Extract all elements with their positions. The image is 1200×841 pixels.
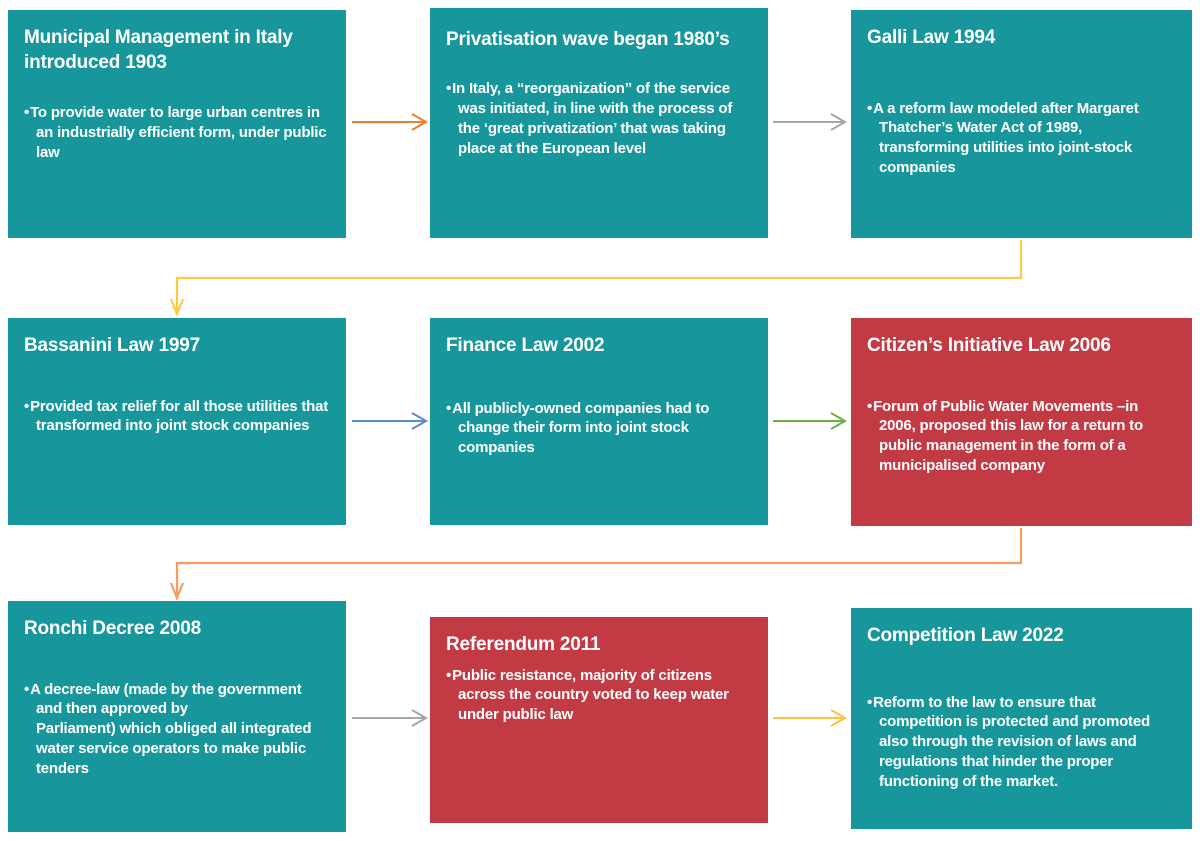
box-body: •Reform to the law to ensure that compet… xyxy=(867,693,1176,792)
box-body: •All publicly-owned companies had to cha… xyxy=(446,399,752,458)
arrow-1980s-to-1994 xyxy=(773,113,848,131)
box-bassanini-law-1997: Bassanini Law 1997 •Provided tax relief … xyxy=(8,318,346,525)
box-body-text: Public resistance, majority of citizens … xyxy=(452,666,729,724)
box-title: Ronchi Decree 2008 xyxy=(24,618,201,639)
bullet-marker: • xyxy=(24,104,30,122)
arrow-1903-to-1980s xyxy=(352,113,429,131)
box-finance-law-2002: Finance Law 2002 •All publicly-owned com… xyxy=(430,318,768,525)
box-title: Finance Law 2002 xyxy=(446,335,605,356)
elbow-arrow-2006-to-2008 xyxy=(169,528,1023,601)
box-galli-law-1994: Galli Law 1994 •A a reform law modeled a… xyxy=(851,10,1192,238)
box-title: Bassanini Law 1997 xyxy=(24,335,200,356)
bullet-marker: • xyxy=(867,693,873,711)
box-privatisation-wave-1980s: Privatisation wave began 1980’s •In Ital… xyxy=(430,8,768,238)
box-title: Privatisation wave began 1980’s xyxy=(446,29,730,50)
box-citizens-initiative-law-2006: Citizen’s Initiative Law 2006 •Forum of … xyxy=(851,318,1192,526)
bullet-marker: • xyxy=(446,80,452,98)
box-body-text: To provide water to large urban centres … xyxy=(30,104,327,161)
bullet-marker: • xyxy=(867,99,873,117)
box-body: •A a reform law modeled after Margaret T… xyxy=(867,99,1176,178)
box-body-text: Provided tax relief for all those utilit… xyxy=(30,397,329,435)
box-body-text: In Italy, a “reorganization” of the serv… xyxy=(452,80,733,157)
box-title: Referendum 2011 xyxy=(446,634,601,655)
arrow-2011-to-2022 xyxy=(773,709,848,727)
bullet-marker: • xyxy=(446,666,452,684)
box-body: •A decree-law (made by the government an… xyxy=(24,680,330,779)
box-body-text: A a reform law modeled after Margaret Th… xyxy=(873,99,1139,177)
box-body-bold-text: Forum of Public Water Movements –in 2006… xyxy=(873,397,1139,435)
box-title: Competition Law 2022 xyxy=(867,625,1064,646)
bullet-marker: • xyxy=(24,397,30,415)
box-body-text: All publicly-owned companies had to chan… xyxy=(452,399,710,457)
box-body-text: Reform to the law to ensure that competi… xyxy=(873,693,1150,790)
bullet-marker: • xyxy=(24,680,30,698)
arrow-1997-to-2002 xyxy=(352,412,429,430)
elbow-arrow-1994-to-1997 xyxy=(169,240,1023,317)
box-body: •Forum of Public Water Movements –in 200… xyxy=(867,397,1176,476)
box-body: •To provide water to large urban centres… xyxy=(24,103,330,162)
box-title: Citizen’s Initiative Law 2006 xyxy=(867,335,1111,356)
box-body-text: A decree-law (made by the government and… xyxy=(30,680,312,777)
box-referendum-2011: Referendum 2011 •Public resistance, majo… xyxy=(430,617,768,823)
box-body: •In Italy, a “reorganization” of the ser… xyxy=(446,79,752,158)
box-body-text: proposed this law for a return to public… xyxy=(879,417,1143,475)
box-competition-law-2022: Competition Law 2022 •Reform to the law … xyxy=(851,608,1192,829)
bullet-marker: • xyxy=(867,397,873,415)
arrow-2002-to-2006 xyxy=(773,412,848,430)
box-title: Galli Law 1994 xyxy=(867,27,996,48)
box-ronchi-decree-2008: Ronchi Decree 2008 •A decree-law (made b… xyxy=(8,601,346,832)
box-body: •Provided tax relief for all those utili… xyxy=(24,397,330,437)
box-body: •Public resistance, majority of citizens… xyxy=(446,666,752,725)
arrow-2008-to-2011 xyxy=(352,709,429,727)
bullet-marker: • xyxy=(446,399,452,417)
box-municipal-management-1903: Municipal Management in Italy introduced… xyxy=(8,10,346,238)
box-title: Municipal Management in Italy introduced… xyxy=(24,27,293,73)
